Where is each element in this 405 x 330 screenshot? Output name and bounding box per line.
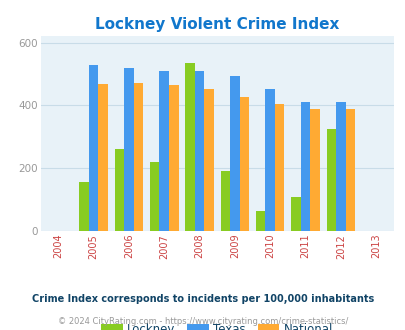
Bar (290, 197, 300, 231)
Bar (274, 104, 284, 231)
Legend: Lockney, Texas, National: Lockney, Texas, National (96, 319, 337, 330)
Bar (98, 84, 108, 231)
Bar (185, 63, 194, 231)
Bar (114, 149, 124, 231)
Bar (300, 102, 309, 231)
Bar (335, 102, 345, 231)
Bar (124, 68, 133, 231)
Bar (309, 109, 319, 231)
Bar (204, 89, 213, 231)
Bar (159, 71, 168, 231)
Title: Lockney Violent Crime Index: Lockney Violent Crime Index (95, 17, 339, 32)
Bar (194, 71, 204, 231)
Bar (149, 162, 159, 231)
Bar (168, 85, 178, 231)
Bar (79, 182, 89, 231)
Bar (239, 97, 249, 231)
Bar (133, 83, 143, 231)
Bar (265, 89, 274, 231)
Bar (230, 76, 239, 231)
Bar (255, 211, 265, 231)
Bar (326, 129, 335, 231)
Bar (89, 65, 98, 231)
Text: Crime Index corresponds to incidents per 100,000 inhabitants: Crime Index corresponds to incidents per… (32, 294, 373, 304)
Text: © 2024 CityRating.com - https://www.cityrating.com/crime-statistics/: © 2024 CityRating.com - https://www.city… (58, 317, 347, 326)
Bar (345, 109, 354, 231)
Bar (220, 171, 230, 231)
